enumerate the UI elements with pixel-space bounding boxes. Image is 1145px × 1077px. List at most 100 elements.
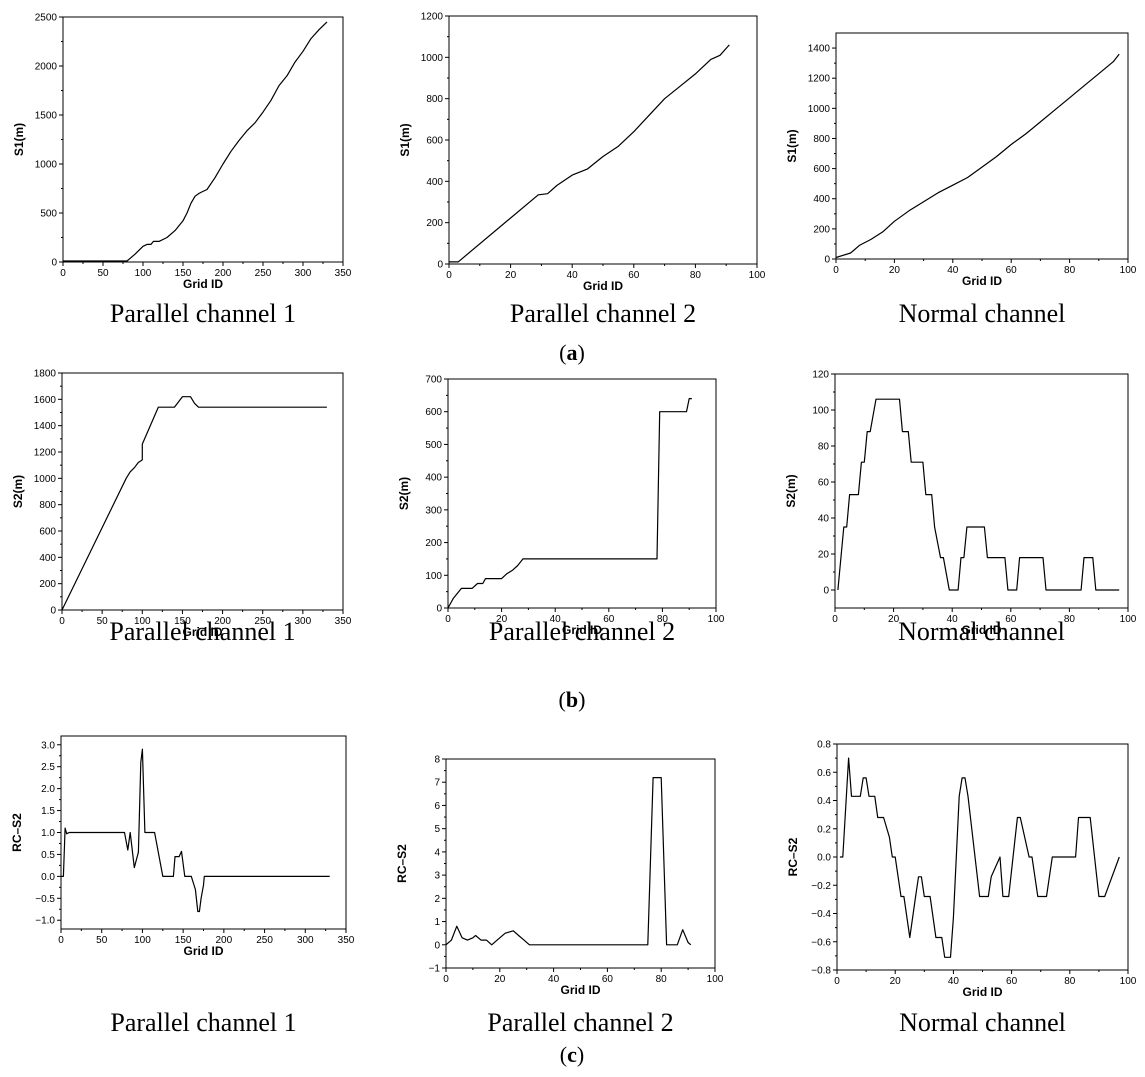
chart-c2-ytick-label: 4 [434, 847, 440, 858]
chart-b3-xlabel: Grid ID [961, 623, 1001, 637]
chart-a3-ytick-label: 600 [813, 164, 830, 175]
chart-c2-ytick-label: 6 [434, 801, 440, 812]
chart-c1-xlabel: Grid ID [183, 944, 223, 958]
chart-b2-ytick-label: 200 [425, 538, 442, 549]
chart-c1-ytick-label: −0.5 [35, 894, 55, 905]
row-label-close: ) [578, 340, 585, 365]
row-label-letter: a [567, 340, 578, 365]
chart-c3-xlabel: Grid ID [962, 985, 1002, 999]
chart-c2-xtick-label: 80 [656, 974, 668, 985]
chart-c2-ytick-label: 1 [434, 917, 440, 928]
chart-a2-xtick-label: 20 [505, 270, 517, 281]
chart-a2-xtick-label: 100 [749, 270, 766, 281]
chart-b2-xtick-label: 20 [496, 614, 508, 625]
chart-b1-xtick-label: 50 [97, 616, 109, 627]
chart-b2-xtick-label: 100 [708, 614, 725, 625]
chart-c3-ytick-label: −0.4 [811, 909, 831, 920]
chart-b1-ytick-label: 600 [39, 527, 56, 538]
chart-c1-xtick-label: 100 [134, 935, 151, 946]
chart-b3-ytick-label: 20 [818, 550, 830, 561]
chart-b2-xtick-label: 80 [657, 614, 669, 625]
chart-c1-xtick-label: 300 [297, 935, 314, 946]
chart-c1-ytick-label: 0.0 [41, 872, 55, 883]
chart-c3-xtick-label: 80 [1064, 976, 1076, 987]
row-label-close: ) [578, 687, 585, 712]
chart-a3-xtick-label: 20 [889, 265, 901, 276]
chart-c2-xtick-label: 60 [602, 974, 614, 985]
chart-b1-xtick-label: 0 [59, 616, 65, 627]
chart-b1: 0 50 100 150 200 250 300 350 0 200 400 600 800 1000 12… [11, 369, 352, 647]
chart-b1-ytick-label: 1200 [34, 448, 57, 459]
chart-b2-xtick-label: 40 [550, 614, 562, 625]
chart-c1-ylabel: RC–S2 [10, 813, 24, 852]
chart-a2-ytick-label: 1000 [421, 53, 444, 64]
chart-c1-xtick-label: 150 [175, 935, 192, 946]
chart-c3-xtick-label: 40 [948, 976, 960, 987]
chart-b1-ytick-label: 1800 [34, 369, 57, 380]
chart-b3-ytick-label: 120 [812, 370, 829, 381]
chart-a3-caption: Normal channel [899, 299, 1066, 328]
chart-a1-xlabel: Grid ID [183, 277, 223, 291]
chart-c3-ytick-label: −0.2 [811, 881, 831, 892]
chart-a3-ytick-label: 1400 [808, 44, 831, 55]
chart-a3-frame [835, 32, 1129, 260]
chart-b2-ytick-label: 700 [425, 375, 442, 386]
chart-a3-xtick-label: 100 [1120, 265, 1137, 276]
chart-c1-ytick-label: 2.0 [41, 784, 55, 795]
chart-a1-xtick-label: 200 [215, 268, 232, 279]
chart-a1-ytick-label: 1000 [35, 160, 58, 171]
chart-c2-ytick-label: 5 [434, 824, 440, 835]
chart-c1-xtick-label: 350 [338, 935, 355, 946]
chart-b1-caption: Parallel channel 1 [109, 617, 295, 646]
chart-a3-xlabel: Grid ID [962, 274, 1002, 288]
chart-b1-xtick-label: 150 [174, 616, 191, 627]
chart-c1-caption: Parallel channel 1 [110, 1008, 296, 1037]
chart-b3-series-line [837, 398, 1120, 591]
chart-c2-ytick-label: 0 [434, 940, 440, 951]
chart-c3-ytick-label: 0.8 [817, 740, 831, 751]
chart-a1-ytick-label: 500 [40, 209, 57, 220]
chart-a2-ytick-label: 200 [426, 218, 443, 229]
row-label-letter: c [567, 1042, 577, 1067]
chart-c1: 0 50 100 150 200 250 300 350 −1.0 −0.5 0.0 0.5 1.0 1.… [10, 735, 355, 1037]
chart-c2-xtick-label: 0 [443, 974, 449, 985]
chart-a1-xtick-label: 300 [295, 268, 312, 279]
chart-b1-xtick-label: 300 [295, 616, 312, 627]
chart-a1-ytick-label: 0 [51, 258, 57, 269]
chart-b3-xtick-label: 20 [888, 614, 900, 625]
chart-a1-series-line [63, 21, 328, 262]
chart-b2: 0 20 40 60 80 100 0 100 200 300 400 500 600 700 Grid I… [397, 375, 725, 647]
chart-c3-ytick-label: 0.2 [817, 824, 831, 835]
chart-b3-frame [834, 373, 1129, 609]
chart-b2-ytick-label: 100 [425, 571, 442, 582]
chart-a3: 0 20 40 60 80 1000200400600800100012001400Gri… [785, 32, 1137, 328]
chart-a3-ytick-label: 1200 [808, 74, 831, 85]
chart-b1-ytick-label: 200 [39, 579, 56, 590]
chart-b1-xlabel: Grid ID [182, 625, 222, 639]
chart-c2-ytick-label: 3 [434, 871, 440, 882]
chart-a1-xtick-label: 0 [60, 268, 66, 279]
chart-b2-ytick-label: 0 [436, 604, 442, 615]
chart-a3-xtick-label: 80 [1064, 265, 1076, 276]
chart-a3-xtick-label: 0 [833, 265, 839, 276]
chart-c1-xtick-label: 50 [96, 935, 108, 946]
chart-b2-xtick-label: 0 [445, 614, 451, 625]
chart-b1-series-line [61, 396, 327, 611]
chart-c3-xtick-label: 20 [890, 976, 902, 987]
chart-a3-xtick-label: 60 [1006, 265, 1018, 276]
row-label-open: ( [560, 1042, 567, 1067]
chart-b3-xtick-label: 60 [1005, 614, 1017, 625]
chart-b3-xtick-label: 100 [1120, 614, 1137, 625]
chart-a2-xtick-label: 0 [446, 270, 452, 281]
chart-a1-ytick-label: 2500 [35, 13, 58, 24]
chart-b3-ytick-label: 60 [818, 478, 830, 489]
chart-b2-ytick-label: 300 [425, 505, 442, 516]
chart-a2-ytick-label: 1200 [421, 12, 444, 23]
row-label-open: ( [559, 687, 566, 712]
chart-a3-ytick-label: 0 [824, 255, 830, 266]
chart-a2-ytick-label: 400 [426, 177, 443, 188]
chart-b1-ytick-label: 1600 [34, 395, 57, 406]
chart-a3-ylabel: S1(m) [785, 129, 799, 162]
chart-c2-caption: Parallel channel 2 [487, 1008, 673, 1037]
chart-c2-ytick-label: 7 [434, 778, 440, 789]
